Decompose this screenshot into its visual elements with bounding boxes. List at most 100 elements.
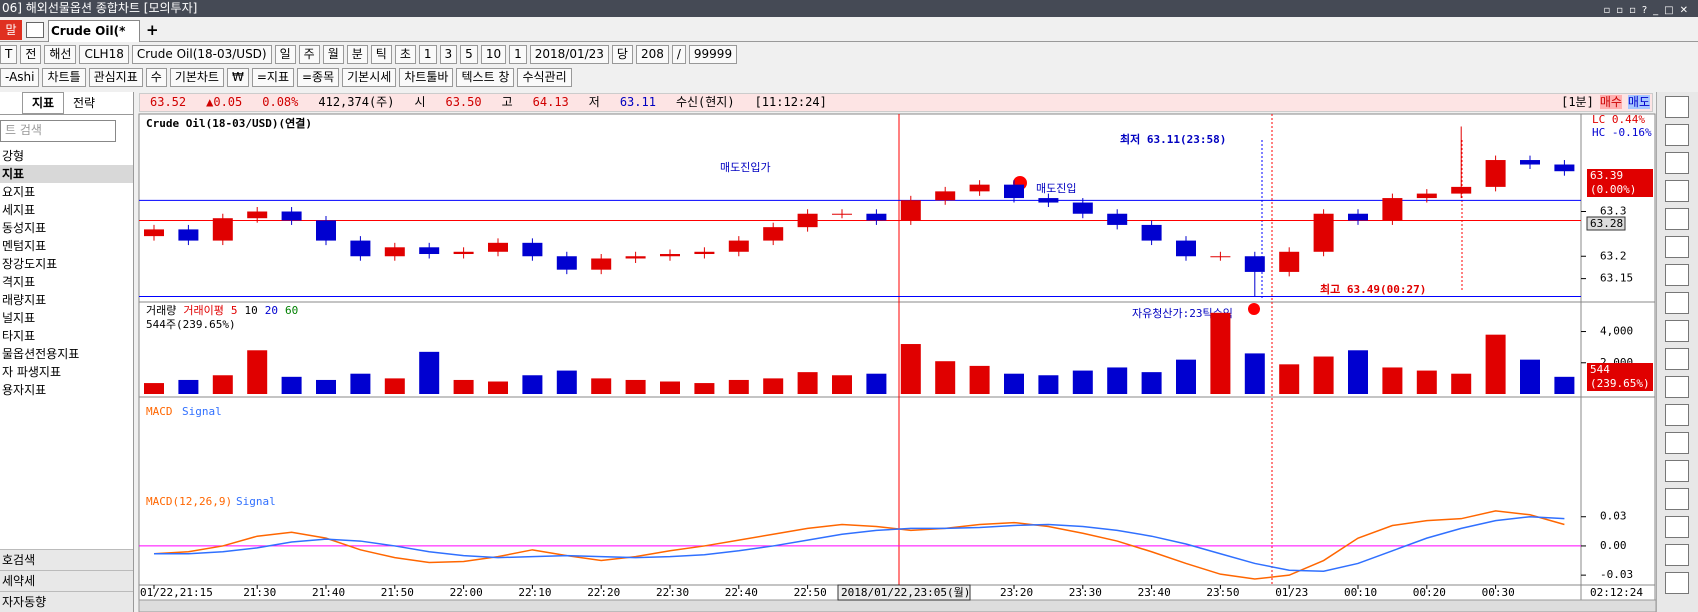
tool[interactable] bbox=[1665, 320, 1689, 342]
quote-field: 64.13 bbox=[532, 95, 569, 109]
indicator-group[interactable]: 강형 bbox=[2, 149, 25, 163]
toolbar-button[interactable]: 10 bbox=[480, 45, 507, 64]
indicator-group[interactable]: 널지표 bbox=[2, 311, 36, 325]
toolbar-button[interactable]: 월 bbox=[322, 45, 344, 64]
toolbar-button[interactable]: -Ashi bbox=[0, 68, 40, 87]
tool[interactable] bbox=[1665, 236, 1689, 258]
toolbar-button[interactable]: 당 bbox=[611, 45, 633, 64]
quote-field: [11:12:24] bbox=[754, 95, 827, 109]
toolbar-button[interactable]: 기본차트 bbox=[169, 68, 224, 87]
tool[interactable] bbox=[1665, 152, 1689, 174]
toolbar-button[interactable]: CLH18 bbox=[79, 45, 129, 64]
tool[interactable] bbox=[1665, 96, 1689, 118]
indicator-group[interactable]: 자 파생지표 bbox=[2, 365, 62, 379]
toolbar-button[interactable]: 차트툴바 bbox=[399, 68, 454, 87]
tab-icon[interactable] bbox=[26, 22, 44, 38]
candle-body bbox=[1072, 202, 1093, 214]
indicator-group[interactable]: 물옵션전용지표 bbox=[2, 347, 80, 361]
toolbar-button[interactable]: 3 bbox=[439, 45, 458, 64]
candle-body bbox=[419, 247, 440, 255]
tool[interactable] bbox=[1665, 432, 1689, 454]
volume-bar bbox=[1313, 356, 1334, 394]
tool[interactable] bbox=[1665, 124, 1689, 146]
toolbar-button[interactable]: 5 bbox=[460, 45, 478, 64]
candle-body bbox=[969, 184, 990, 192]
toolbar-button[interactable]: 1 bbox=[509, 45, 527, 64]
tool[interactable] bbox=[1665, 376, 1689, 398]
tool[interactable] bbox=[1665, 572, 1689, 594]
volume-bar bbox=[763, 378, 784, 394]
toolbar-button[interactable]: 208 bbox=[635, 45, 669, 64]
volume-bar bbox=[1176, 359, 1196, 394]
panel-tab[interactable]: 지표 bbox=[22, 92, 64, 114]
x-tick-label: 22:30 bbox=[656, 586, 689, 599]
quote-button[interactable]: 매수 bbox=[1599, 95, 1622, 109]
toolbar-button[interactable]: T bbox=[0, 45, 18, 64]
indicator-group[interactable]: 타지표 bbox=[2, 329, 36, 343]
x-tick-label: 00:10 bbox=[1344, 586, 1377, 599]
tool[interactable] bbox=[1665, 488, 1689, 510]
panel-tab[interactable]: 전략 bbox=[72, 96, 96, 110]
indicator-group[interactable]: 래량지표 bbox=[2, 293, 47, 307]
tool[interactable] bbox=[1665, 208, 1689, 230]
quote-field: 63.52 bbox=[150, 95, 187, 109]
volume-legend: 10 bbox=[244, 304, 257, 317]
tool[interactable] bbox=[1665, 544, 1689, 566]
panel-link[interactable]: 자자동향 bbox=[0, 591, 133, 612]
toolbar-button[interactable]: 틱 bbox=[370, 45, 392, 64]
toolbar-button[interactable]: 99999 bbox=[688, 45, 738, 64]
toolbar-button[interactable]: 1 bbox=[418, 45, 437, 64]
toolbar-button[interactable]: 분 bbox=[346, 45, 368, 64]
toolbar-button[interactable]: 주 bbox=[298, 45, 320, 64]
indicator-group[interactable]: 장강도지표 bbox=[2, 257, 58, 271]
toolbar-button[interactable]: =종목 bbox=[297, 68, 340, 87]
quote-button[interactable]: 매도 bbox=[1627, 95, 1650, 109]
indicator-group[interactable]: 멘텀지표 bbox=[2, 239, 47, 253]
tool[interactable] bbox=[1665, 348, 1689, 370]
toolbar-button[interactable]: 텍스트 창 bbox=[456, 68, 515, 87]
tool[interactable] bbox=[1665, 460, 1689, 482]
toolbar-button[interactable]: 초 bbox=[394, 45, 416, 64]
volume-bar bbox=[935, 361, 956, 394]
scrollbar[interactable] bbox=[138, 599, 1656, 612]
indicator-group[interactable]: 지표 bbox=[0, 165, 133, 183]
toolbar-button[interactable]: 기본시세 bbox=[342, 68, 397, 87]
toolbar-button[interactable]: 일 bbox=[274, 45, 296, 64]
panel-link[interactable]: 세약세 bbox=[0, 570, 133, 591]
toolbar-button[interactable]: 수식관리 bbox=[517, 68, 572, 87]
indicator-group[interactable]: 세지표 bbox=[2, 203, 36, 217]
indicator-group[interactable]: 요지표 bbox=[2, 185, 36, 199]
toolbar-button[interactable]: ₩ bbox=[226, 68, 249, 87]
indicator-group[interactable]: 동성지표 bbox=[2, 221, 47, 235]
candle-body bbox=[591, 258, 612, 270]
indicator-group[interactable]: 용자지표 bbox=[2, 383, 47, 397]
toolbar-button[interactable]: 수 bbox=[145, 68, 167, 87]
volume-bar bbox=[1279, 364, 1300, 394]
active-tab[interactable]: Crude Oil(* bbox=[48, 20, 140, 42]
y-tick-label: 0.00 bbox=[1600, 539, 1627, 552]
tool[interactable] bbox=[1665, 404, 1689, 426]
menu-tab[interactable]: 말 bbox=[0, 20, 22, 40]
candle-body bbox=[625, 256, 646, 259]
toolbar-button[interactable]: Crude Oil(18-03/USD) bbox=[131, 45, 272, 64]
toolbar-button[interactable]: 전 bbox=[20, 45, 42, 64]
macd-legend: Signal bbox=[236, 495, 276, 508]
annotation: 최고 63.49(00:27) bbox=[1320, 282, 1426, 296]
toolbar-button[interactable]: 관심지표 bbox=[88, 68, 143, 87]
volume-bar bbox=[316, 379, 336, 394]
x-tick-label: 21:40 bbox=[312, 586, 345, 599]
toolbar-button[interactable]: 해선 bbox=[44, 45, 77, 64]
tool[interactable] bbox=[1665, 180, 1689, 202]
search-box[interactable]: 트 검색 bbox=[0, 120, 116, 142]
panel-link[interactable]: 호검색 bbox=[0, 549, 133, 570]
tool[interactable] bbox=[1665, 516, 1689, 538]
tool[interactable] bbox=[1665, 292, 1689, 314]
window-controls[interactable]: ▫▫▫?_□✕ bbox=[1603, 5, 1694, 16]
add-tab[interactable]: + bbox=[146, 21, 159, 39]
tool[interactable] bbox=[1665, 264, 1689, 286]
toolbar-button[interactable]: / bbox=[671, 45, 686, 64]
indicator-group[interactable]: 격지표 bbox=[2, 275, 36, 289]
toolbar-button[interactable]: 2018/01/23 bbox=[529, 45, 609, 64]
toolbar-button[interactable]: 차트틀 bbox=[42, 68, 86, 87]
toolbar-button[interactable]: =지표 bbox=[251, 68, 294, 87]
